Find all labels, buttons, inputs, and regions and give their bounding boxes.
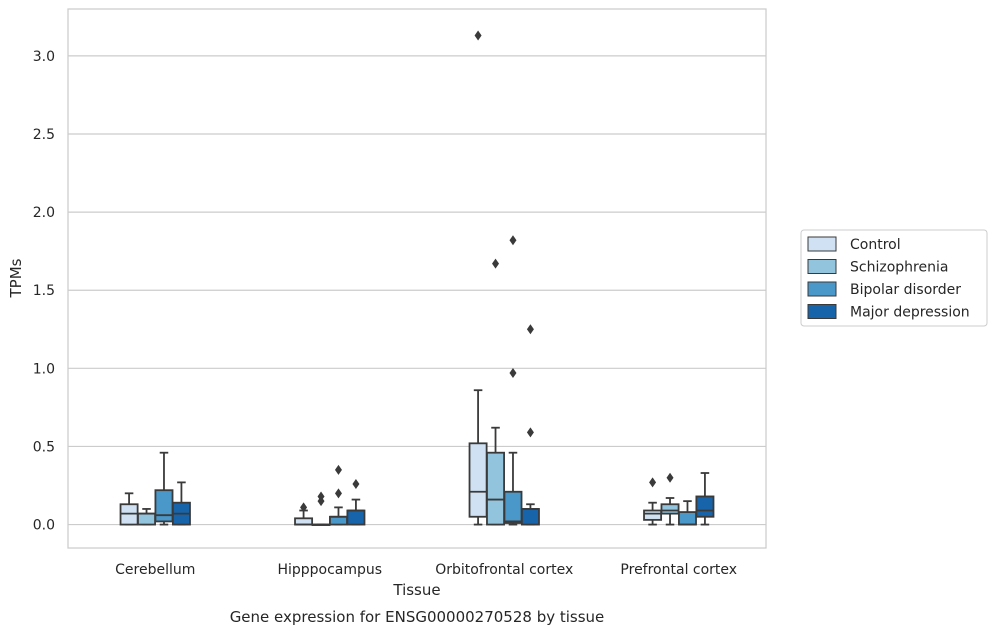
box-body [329,515,348,526]
outlier-point [526,324,534,335]
y-tick-label: 3.0 [33,49,55,65]
y-tick-label: 0.0 [33,518,55,534]
x-tick-label: Hipppocampus [277,562,382,578]
y-tick-label: 1.5 [33,283,55,299]
legend-swatch [807,281,837,297]
outlier-point [300,502,308,513]
legend-label: Control [850,237,901,253]
box-body [154,489,174,523]
outlier-point [352,478,360,489]
legend-label: Bipolar disorder [850,282,961,298]
box-body [660,503,680,515]
box-body [678,511,697,526]
box-body [643,509,663,521]
box-series [119,30,715,526]
outlier-point [666,472,674,483]
box-control [643,477,663,526]
y-tick-label: 2.5 [33,127,55,143]
x-tick-label: Prefrontal cortex [620,562,737,578]
box-major-depression [520,324,540,526]
box-schizophrenia [311,491,331,526]
outlier-point [334,464,342,475]
box-body [137,512,156,526]
x-axis-ticks: Cerebellum Hipppocampus Orbitofrontal cort… [115,562,737,578]
legend-label: Major depression [850,305,970,321]
box-body [468,442,488,518]
y-tick-label: 1.0 [33,361,55,377]
chart-caption: Gene expression for ENSG00000270528 by t… [230,608,605,626]
plot-area-frame [67,8,767,549]
box-control [294,502,314,526]
legend-swatch [807,304,837,319]
outlier-point [509,235,517,246]
box-schizophrenia [486,258,505,526]
outlier-point [509,368,517,379]
box-bipolar-disorder [503,235,523,526]
box-body [503,490,523,524]
x-axis-label: Tissue [392,581,440,599]
box-body [520,508,540,526]
outlier-point [334,488,342,499]
box-bipolar-disorder [329,464,348,526]
legend-frame [800,229,988,327]
box-bipolar-disorder [678,500,697,526]
legend-swatch [807,259,837,274]
box-major-depression [171,481,191,526]
outlier-point [526,427,534,438]
y-tick-label: 2.0 [33,205,55,221]
box-body [486,451,505,526]
box-control [468,30,488,526]
box-control [119,492,139,526]
outlier-point [474,30,482,41]
outlier-point [492,258,500,269]
y-axis-ticks: 0.0 0.5 1.0 1.5 2.0 2.5 3.0 [33,49,55,534]
box-major-depression [695,472,715,526]
legend-swatch [807,236,837,252]
box-schizophrenia [137,508,156,526]
x-tick-label: Orbitofrontal cortex [435,562,573,578]
outlier-point [317,491,325,502]
box-bipolar-disorder [154,451,174,526]
gridlines [68,55,766,526]
box-schizophrenia [660,472,680,526]
x-tick-label: Cerebellum [115,562,195,578]
box-body [346,509,366,526]
legend: Control Schizophrenia Bipolar disorder Majo… [800,229,988,327]
outlier-point [649,477,657,488]
y-axis-label: TPMs [7,258,25,298]
legend-label: Schizophrenia [850,260,948,276]
box-major-depression [346,478,366,526]
box-body [294,517,314,526]
y-tick-label: 0.5 [33,439,55,455]
box-body [695,495,715,518]
